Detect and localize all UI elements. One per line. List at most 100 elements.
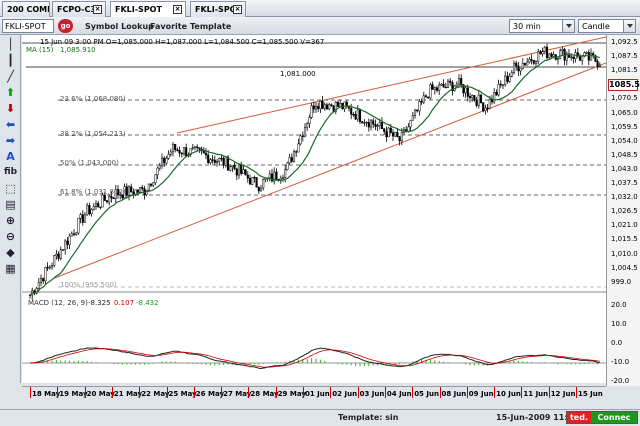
price-tick: 1,021.0 [611,221,638,230]
close-icon[interactable]: × [233,5,242,14]
fibonacci-icon[interactable]: fib [3,167,18,177]
symbol-lookup-link[interactable]: Symbol Lookup [85,22,154,31]
arrow-right-icon[interactable]: ➡ [5,134,16,147]
candle-body [297,143,300,153]
template-link[interactable]: Template [190,22,232,31]
price-tick: 1,037.5 [611,179,638,187]
price-tick: 1,065.0 [611,108,638,117]
date-tick: 03 Jun [357,387,385,398]
candle-body [240,164,243,174]
candle-body [224,156,227,166]
candle-body [572,56,575,59]
interval-select[interactable]: 30 min [509,19,575,33]
candle-body [64,240,67,251]
candle-body [539,51,542,55]
zoom-in-icon[interactable]: ⊕ [5,214,16,227]
candle-body [444,86,447,89]
candle-body [328,104,331,110]
candle-body [512,62,516,73]
arrow-up-icon[interactable]: ⬆ [5,86,16,99]
candle-body [262,179,265,189]
channel-icon[interactable]: ▤ [5,198,16,211]
tab-fkli-1[interactable]: FKLI-SPOT × [110,1,186,17]
tab-composite[interactable]: 200 COMPOSITE [2,1,50,17]
candle-body [358,109,362,122]
candle-body [182,147,186,155]
candle-body [299,135,302,145]
candle-body [374,123,377,127]
close-icon[interactable]: × [93,5,102,14]
price-tick: 1,081.5 [611,66,638,75]
trend-line-icon[interactable]: ╱ [7,70,14,83]
candle-body [543,46,546,52]
candle-body [523,63,527,66]
date-tick: 04 Jun [384,387,412,398]
candle-body [363,122,366,124]
candle-body [90,209,93,215]
price-tick: 1,092.5 [611,38,638,46]
candle-body [81,214,84,223]
candle-body [101,194,104,208]
candle-body [99,206,102,209]
candle-body [290,157,293,162]
go-button[interactable]: go [58,19,73,33]
close-icon[interactable]: × [173,5,182,14]
tab-label: FKLI-SPOT [195,5,242,14]
tab-fkli-2[interactable]: FKLI-SPOT × [190,1,246,17]
price-tick: 1,004.5 [611,263,638,272]
candle-body [312,105,315,110]
candle-body [587,52,590,61]
symbol-input[interactable]: FKLI-SPOT [2,19,54,33]
candle-body [165,158,168,164]
candle-body [378,122,381,126]
chart-canvas[interactable] [22,35,606,383]
candle-body [42,278,45,282]
candle-body [484,107,487,112]
candle-body [121,194,124,199]
candle-body [138,187,142,193]
arrow-left-icon[interactable]: ⬅ [5,118,16,131]
favorite-link[interactable]: Favorite [150,22,188,31]
macd-value-1: -8.325 [88,299,111,307]
fib-label-50: 50% (1,043.000) [60,159,119,167]
date-tick: 08 Jun [439,387,467,398]
tab-label: FCPO-C3 [57,5,96,14]
vertical-line-icon[interactable]: ┃ [7,54,14,67]
candle-body [325,104,329,110]
candle-body [286,162,289,170]
candle-body [105,200,109,203]
text-tool-icon[interactable]: A [6,150,15,163]
candle-body [521,63,524,69]
candle-body [482,102,485,112]
candle-body [385,131,388,138]
last-price-badge: 1085.5 [608,79,640,91]
price-tick: 1,070.5 [611,94,638,103]
candle-body [532,60,535,64]
pan-icon[interactable]: ◆ [6,246,15,259]
candle-body [504,75,507,85]
chart-area[interactable]: 15 Jun 09 3:00 PM O=1,085.000 H=1,087.00… [22,35,640,383]
candle-body [495,92,498,96]
chevron-down-icon[interactable] [562,20,574,32]
date-tick: 15 Jun [576,387,603,398]
candle-body [361,121,364,124]
cursor-line-icon[interactable]: │ [7,38,14,51]
candle-body [66,240,69,245]
channel-upper [176,36,606,134]
date-tick: 09 Jun [466,387,494,398]
fib-label-236: 23.6% (1,068.080) [60,95,126,103]
candle-body [160,157,164,166]
ma-label: MA (15) [26,46,54,54]
tab-fcpo[interactable]: FCPO-C3 × [52,1,106,17]
zoom-out-icon[interactable]: ⊖ [5,230,16,243]
chevron-down-icon[interactable] [623,20,635,32]
select-box-icon[interactable]: ⬚ [5,182,16,195]
chart-type-select[interactable]: Candle [578,19,636,33]
grid-icon[interactable]: ▦ [5,262,16,275]
candle-body [202,150,205,154]
arrow-down-icon[interactable]: ⬇ [5,102,16,115]
candle-body [350,107,353,115]
candle-body [301,135,304,137]
candle-body [171,144,175,153]
macd-signal-line [29,348,600,368]
